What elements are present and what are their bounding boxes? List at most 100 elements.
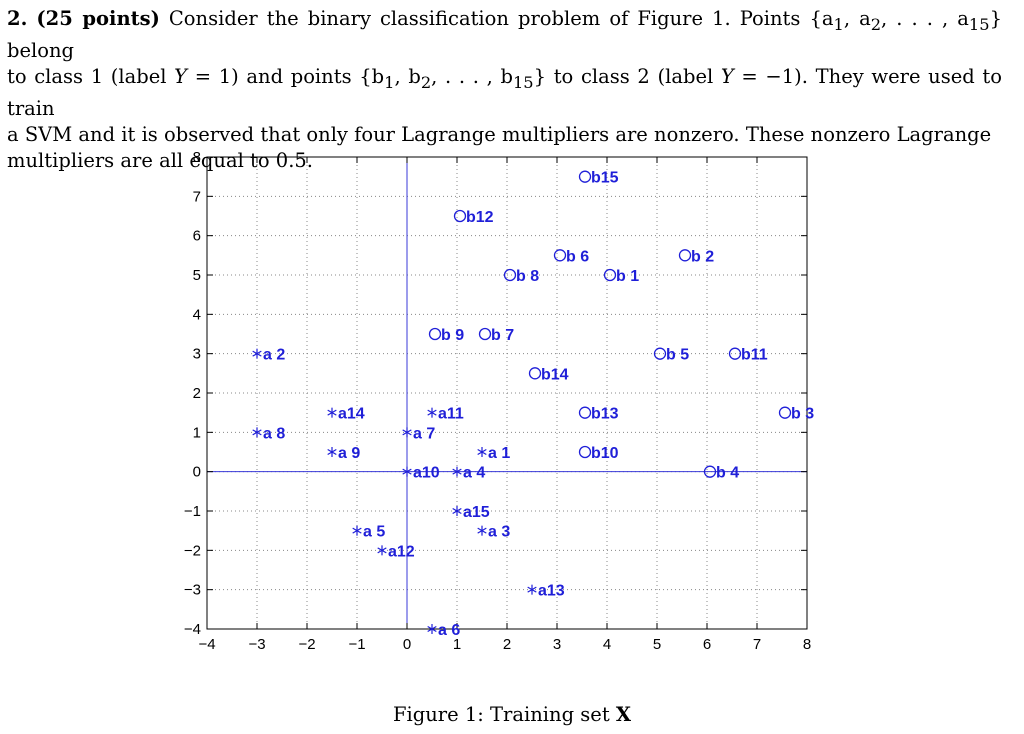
point-label: b 4 xyxy=(716,465,739,482)
asterisk-stroke xyxy=(477,527,487,534)
problem-text-2c: } to class 2 (label xyxy=(533,64,721,88)
circle-marker xyxy=(428,327,442,341)
point-label: a12 xyxy=(388,543,415,560)
asterisk-marker xyxy=(452,506,462,516)
point-label: b 6 xyxy=(566,248,589,265)
var-Y-1: Y xyxy=(174,64,188,88)
x-tick-label: 8 xyxy=(803,636,811,653)
data-point: a 8 xyxy=(252,425,285,442)
sub-b1: 1 xyxy=(384,72,395,92)
point-label: a 4 xyxy=(463,465,485,482)
circle-marker xyxy=(453,209,467,223)
data-point: a15 xyxy=(452,504,490,521)
point-label: a11 xyxy=(438,406,464,423)
data-point: a12 xyxy=(377,543,415,560)
point-label: a13 xyxy=(538,583,565,600)
point-label: b14 xyxy=(541,366,569,383)
x-tick-label: −4 xyxy=(198,636,215,653)
data-point: b 2 xyxy=(678,248,714,265)
circle-marker xyxy=(528,367,542,380)
var-Y-2: Y xyxy=(720,64,734,88)
data-point: a 3 xyxy=(477,524,510,541)
asterisk-marker xyxy=(252,348,262,359)
sub-a2: 2 xyxy=(870,14,882,34)
asterisk-marker xyxy=(477,447,487,457)
y-tick-label: −1 xyxy=(184,503,201,520)
data-point: b10 xyxy=(578,445,619,462)
asterisk-marker xyxy=(427,407,437,418)
point-label: b 3 xyxy=(791,406,814,423)
point-label: b13 xyxy=(591,406,619,423)
circle-marker xyxy=(778,406,792,419)
point-label: b 7 xyxy=(491,327,514,344)
data-point: a 4 xyxy=(452,465,485,482)
problem-text-2d: = −1). They were used to train xyxy=(7,64,1003,120)
problem-line-2: to class 1 (label Y = 1) and points {b1,… xyxy=(7,64,1002,122)
data-point: a13 xyxy=(527,583,565,600)
asterisk-stroke xyxy=(377,547,387,554)
sub-b15: 15 xyxy=(512,72,534,92)
data-point: b 8 xyxy=(503,268,539,285)
point-label: b15 xyxy=(591,170,619,187)
circle-marker xyxy=(578,445,592,459)
asterisk-stroke xyxy=(252,429,262,436)
point-label: a 2 xyxy=(263,347,285,364)
point-label: b10 xyxy=(591,445,619,462)
point-label: b11 xyxy=(741,347,768,364)
asterisk-marker xyxy=(527,584,537,595)
x-tick-label: −3 xyxy=(248,636,265,653)
y-tick-label: 0 xyxy=(193,464,201,481)
x-tick-label: −2 xyxy=(298,636,315,653)
sep-a2: , . . . , a xyxy=(881,7,969,30)
problem-text-1-end: } belong xyxy=(7,7,1002,62)
data-point: b14 xyxy=(528,366,569,383)
point-label: b 9 xyxy=(441,327,464,344)
x-tick-label: 6 xyxy=(703,636,711,653)
asterisk-marker xyxy=(377,545,387,556)
data-point: b12 xyxy=(453,209,494,226)
asterisk-marker xyxy=(427,624,437,634)
data-point: a14 xyxy=(327,406,365,423)
asterisk-marker xyxy=(452,466,462,477)
circle-marker xyxy=(553,249,567,262)
data-point: b 9 xyxy=(428,327,464,344)
data-point: b13 xyxy=(578,406,619,423)
circle-marker xyxy=(603,268,617,282)
sep-a1: , a xyxy=(843,7,871,30)
point-label: a 8 xyxy=(263,425,285,442)
data-point: a 5 xyxy=(352,524,385,541)
asterisk-stroke xyxy=(352,527,362,534)
caption-label: Figure 1: Training set xyxy=(393,703,616,726)
x-tick-label: 0 xyxy=(403,636,411,653)
data-point: b 7 xyxy=(478,327,514,344)
point-label: a15 xyxy=(463,504,490,521)
circle-marker xyxy=(728,347,742,360)
point-label: a14 xyxy=(338,406,365,423)
point-label: a 9 xyxy=(338,445,360,462)
y-tick-label: 4 xyxy=(193,306,201,323)
x-tick-label: 1 xyxy=(453,636,461,653)
data-point: b 3 xyxy=(778,406,814,423)
circle-marker xyxy=(653,347,667,360)
sub-a15: 15 xyxy=(968,14,990,34)
data-point: a 7 xyxy=(402,425,435,442)
y-tick-label: 7 xyxy=(193,188,201,205)
sep-b2: , . . . , b xyxy=(431,64,513,88)
point-label: b 8 xyxy=(516,268,539,285)
asterisk-stroke xyxy=(402,429,412,436)
ticks-layer: −4 −3 −2 −1 0 1 2 3 4 5 6 7 8 −4 −3 −2 −1 0 1 2 3 4 5 6 7 8 xyxy=(184,149,811,653)
asterisk-marker xyxy=(327,447,337,457)
problem-text-2a: to class 1 (label xyxy=(7,64,175,88)
y-tick-label: 1 xyxy=(193,424,201,441)
circle-marker xyxy=(578,406,592,419)
problem-points: (25 points) xyxy=(36,7,160,30)
asterisk-marker xyxy=(252,427,262,438)
problem-line-4: multipliers are all equal to 0.5. xyxy=(7,148,313,172)
circle-marker xyxy=(503,268,517,282)
y-tick-label: −3 xyxy=(184,582,201,599)
caption-symbol: X xyxy=(615,703,631,726)
asterisk-stroke xyxy=(427,409,437,416)
x-tick-label: 7 xyxy=(753,636,761,653)
sub-a1: 1 xyxy=(833,14,844,34)
